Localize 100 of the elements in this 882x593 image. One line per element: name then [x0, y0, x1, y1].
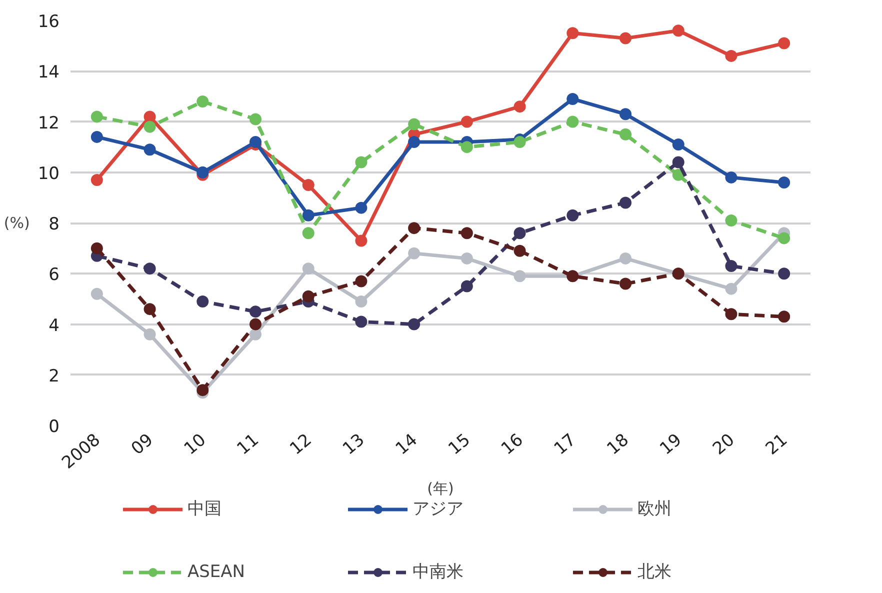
- point: [672, 138, 684, 151]
- y-tick-label: 14: [38, 62, 60, 83]
- y-tick-label: 12: [38, 113, 60, 134]
- point: [620, 278, 632, 290]
- point: [302, 209, 314, 222]
- y-tick-label: 8: [48, 214, 60, 234]
- point: [460, 141, 473, 154]
- point: [144, 328, 156, 340]
- point: [196, 295, 209, 308]
- y-tick-label: 2: [48, 366, 60, 386]
- x-tick-label: 11: [233, 430, 263, 460]
- point: [725, 308, 738, 320]
- y-tick-label: 4: [48, 316, 60, 336]
- x-tick-label: 10: [180, 430, 210, 460]
- point: [355, 202, 368, 214]
- point: [408, 247, 420, 260]
- point: [408, 136, 420, 148]
- point: [620, 108, 632, 120]
- point: [620, 196, 632, 209]
- point: [620, 128, 632, 140]
- x-tick-label: 19: [656, 430, 686, 460]
- y-tick-label: 10: [38, 164, 60, 184]
- legend-label: 中国: [188, 499, 222, 520]
- y-axis-title: (%): [4, 214, 30, 232]
- point: [250, 306, 262, 318]
- x-tick-label: 13: [339, 430, 369, 460]
- x-tick-label: 18: [603, 430, 633, 460]
- point: [144, 262, 156, 275]
- point: [778, 310, 790, 323]
- point: [144, 144, 156, 156]
- x-tick-label: 17: [550, 430, 580, 460]
- point: [620, 32, 632, 44]
- point: [460, 116, 473, 128]
- point: [196, 166, 209, 178]
- point: [778, 232, 790, 244]
- point: [460, 227, 473, 240]
- x-tick-label: 12: [286, 430, 316, 460]
- point: [90, 242, 103, 254]
- point: [90, 288, 103, 300]
- point: [514, 227, 526, 240]
- point: [250, 318, 262, 330]
- point: [566, 116, 579, 128]
- point: [460, 252, 473, 264]
- point: [460, 280, 473, 292]
- point: [144, 120, 156, 133]
- legend-label: ASEAN: [188, 562, 246, 582]
- point: [144, 303, 156, 316]
- point: [408, 318, 420, 330]
- point: [725, 50, 738, 62]
- legend-label: 欧州: [638, 499, 672, 520]
- point: [408, 118, 420, 130]
- x-tick-label: 21: [762, 430, 792, 460]
- point: [302, 227, 314, 240]
- x-tick-label: 09: [128, 430, 158, 460]
- y-tick-label: 0: [48, 417, 60, 437]
- point: [90, 130, 103, 143]
- point: [566, 209, 579, 222]
- point: [778, 176, 790, 188]
- point: [355, 234, 368, 247]
- point: [196, 384, 209, 396]
- point: [302, 290, 314, 302]
- x-tick-label: 16: [498, 430, 528, 460]
- x-axis-title: (年): [427, 479, 454, 498]
- point: [90, 174, 103, 186]
- legend-label: 中南米: [412, 561, 464, 582]
- point: [355, 156, 368, 168]
- point: [250, 328, 262, 340]
- point: [725, 171, 738, 184]
- point: [514, 270, 526, 282]
- point: [725, 214, 738, 226]
- point: [725, 260, 738, 272]
- point: [778, 37, 790, 50]
- point: [672, 168, 684, 181]
- x-tick-label: 14: [392, 430, 422, 460]
- point: [355, 316, 368, 328]
- legend-label: 北米: [638, 561, 672, 582]
- y-tick-label: 16: [38, 12, 60, 32]
- point: [196, 96, 209, 108]
- point: [725, 282, 738, 295]
- point: [408, 222, 420, 234]
- point: [90, 110, 103, 123]
- x-tick-label: 15: [444, 430, 474, 460]
- point: [672, 24, 684, 37]
- point: [355, 275, 368, 288]
- point: [355, 295, 368, 308]
- x-tick-label: 20: [709, 430, 739, 460]
- point: [302, 262, 314, 275]
- point: [514, 244, 526, 257]
- point: [514, 136, 526, 148]
- point: [250, 136, 262, 148]
- point: [566, 92, 579, 105]
- point: [672, 156, 684, 168]
- point: [144, 110, 156, 123]
- point: [566, 27, 579, 40]
- point: [778, 268, 790, 280]
- point: [302, 179, 314, 192]
- legend-label: アジア: [412, 499, 464, 520]
- point: [620, 252, 632, 264]
- y-tick-label: 6: [48, 265, 60, 286]
- point: [250, 113, 262, 126]
